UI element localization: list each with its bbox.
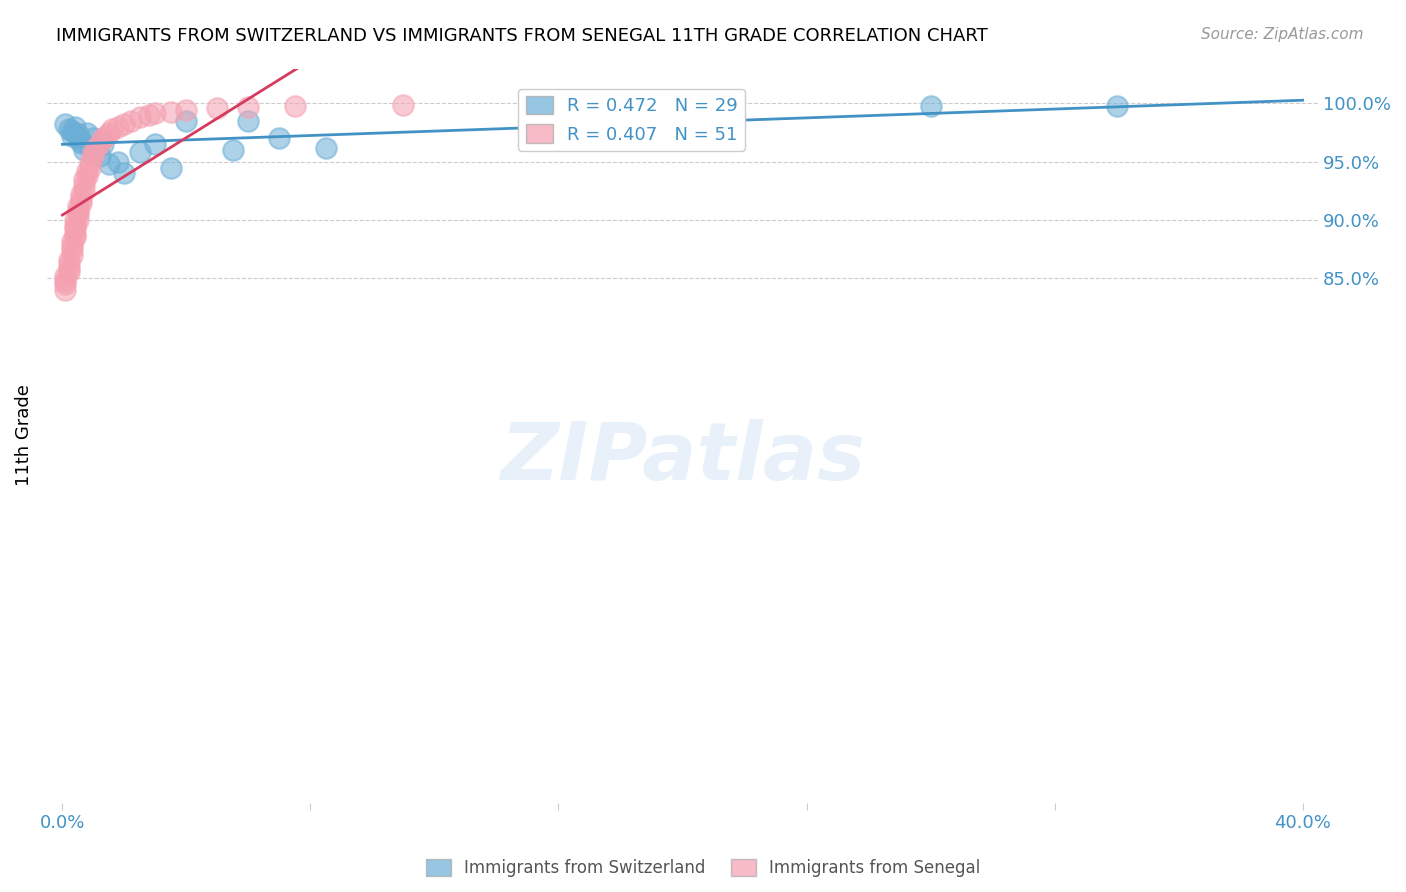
Point [160, 161, 183, 175]
Point [82, 145, 104, 160]
Point [138, 108, 160, 122]
Point [392, 97, 415, 112]
Point [920, 99, 942, 113]
Point [82, 131, 104, 145]
Point [66, 213, 89, 227]
Point [89, 136, 111, 150]
Point [79, 161, 101, 175]
Point [55, 274, 77, 288]
Point [66, 130, 89, 145]
Point [269, 131, 291, 145]
Point [315, 141, 337, 155]
Point [70, 192, 93, 206]
Point [73, 184, 96, 198]
Point [97, 126, 120, 140]
Point [70, 134, 93, 148]
Text: IMMIGRANTS FROM SWITZERLAND VS IMMIGRANTS FROM SENEGAL 11TH GRADE CORRELATION CH: IMMIGRANTS FROM SWITZERLAND VS IMMIGRANT… [56, 27, 988, 45]
Point [58, 261, 80, 276]
Point [73, 178, 96, 192]
Point [76, 169, 98, 183]
Point [58, 252, 80, 267]
Point [76, 126, 98, 140]
Point [176, 103, 198, 118]
Legend: Immigrants from Switzerland, Immigrants from Senegal: Immigrants from Switzerland, Immigrants … [419, 852, 987, 884]
Point [60, 242, 83, 256]
Point [79, 139, 101, 153]
Point [129, 111, 152, 125]
Point [101, 122, 124, 136]
Point [160, 104, 183, 119]
Point [97, 157, 120, 171]
Point [145, 137, 167, 152]
Point [91, 131, 114, 145]
Point [222, 143, 245, 157]
Point [60, 248, 83, 262]
Point [60, 238, 83, 252]
Point [63, 126, 86, 140]
Point [60, 129, 83, 144]
Point [238, 100, 260, 114]
Point [112, 118, 135, 132]
Point [55, 277, 77, 291]
Point [120, 114, 142, 128]
Point [63, 222, 86, 236]
Point [91, 137, 114, 152]
Point [79, 154, 101, 169]
Point [94, 129, 117, 144]
Point [58, 265, 80, 279]
Point [107, 154, 129, 169]
Point [63, 228, 86, 243]
Point [176, 114, 198, 128]
Point [58, 257, 80, 271]
Point [145, 105, 167, 120]
Point [60, 234, 83, 248]
Point [1105, 99, 1128, 113]
Point [66, 127, 89, 141]
Point [86, 141, 108, 155]
Point [238, 114, 260, 128]
Point [129, 145, 152, 160]
Point [55, 283, 77, 297]
Text: ZIPatlas: ZIPatlas [501, 418, 865, 497]
Text: Source: ZipAtlas.com: Source: ZipAtlas.com [1201, 27, 1364, 42]
Point [66, 207, 89, 221]
Point [70, 195, 93, 210]
Point [73, 143, 96, 157]
Point [55, 118, 77, 132]
Point [70, 136, 93, 150]
Point [70, 187, 93, 202]
Y-axis label: 11th Grade: 11th Grade [15, 384, 32, 486]
Legend: R = 0.472   N = 29, R = 0.407   N = 51: R = 0.472 N = 29, R = 0.407 N = 51 [519, 88, 745, 151]
Point [58, 122, 80, 136]
Point [207, 101, 229, 115]
Point [82, 149, 104, 163]
Point [76, 164, 98, 178]
Point [66, 203, 89, 218]
Point [63, 120, 86, 134]
Point [63, 213, 86, 227]
Point [89, 149, 111, 163]
Point [66, 199, 89, 213]
Point [63, 230, 86, 244]
Point [63, 219, 86, 233]
Point [112, 166, 135, 180]
Point [107, 120, 129, 134]
Point [73, 172, 96, 186]
Point [284, 99, 307, 113]
Point [55, 268, 77, 283]
Point [60, 124, 83, 138]
